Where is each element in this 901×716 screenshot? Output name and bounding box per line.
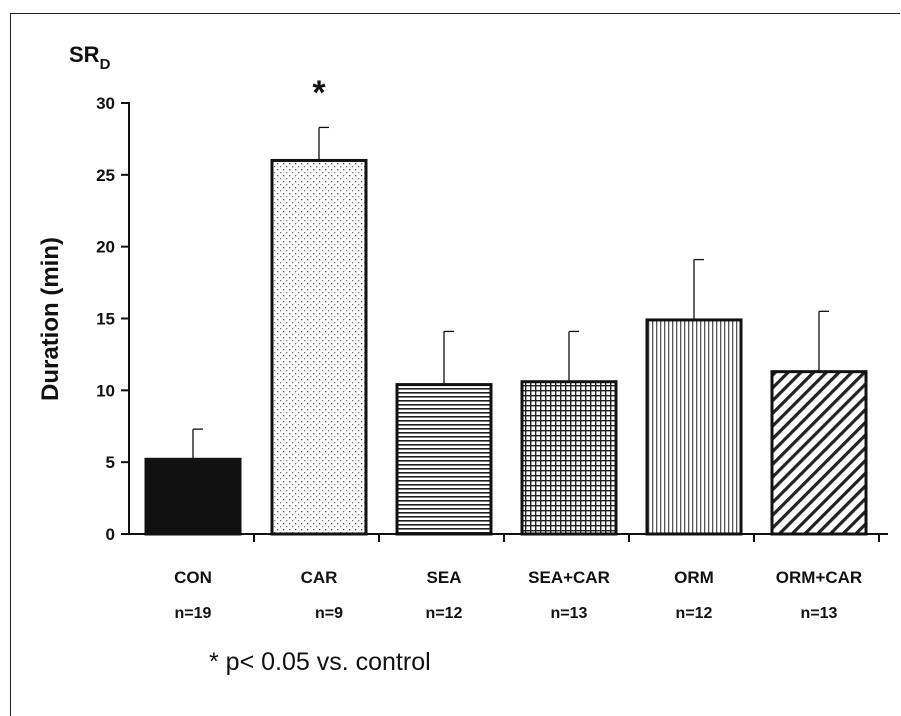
y-tick-label: 0 — [106, 525, 115, 544]
y-tick-label: 10 — [96, 381, 115, 400]
x-category-label: SEA+CAR — [528, 568, 610, 587]
bars — [144, 158, 868, 536]
x-category-label: CON — [174, 568, 212, 587]
significance-asterisk: * — [312, 74, 326, 112]
y-tick-label: 5 — [106, 453, 115, 472]
sample-size-label: n=9 — [315, 605, 343, 622]
bar-orm — [645, 318, 743, 536]
sample-size-label: n=12 — [676, 605, 713, 622]
figure-frame — [10, 13, 900, 716]
footnote: * p< 0.05 vs. control — [209, 648, 431, 676]
x-category-label: ORM — [674, 568, 714, 587]
x-category-label: CAR — [301, 568, 338, 587]
axes — [121, 102, 888, 542]
error-bars — [192, 126, 829, 460]
bar-sea-car — [520, 380, 618, 536]
sample-size-label: n=12 — [426, 605, 463, 622]
chart-title-subscript: D — [100, 56, 111, 73]
significance-markers: * — [312, 74, 326, 112]
bar-car — [270, 158, 368, 536]
y-tick-label: 20 — [96, 238, 115, 257]
y-tick-label: 30 — [96, 94, 115, 113]
sample-size-label: n=13 — [551, 605, 588, 622]
y-tick-labels: 0 5 10 15 20 25 30 — [96, 94, 115, 544]
x-category-label: ORM+CAR — [776, 568, 862, 587]
bar-orm-car — [770, 370, 868, 536]
y-axis-label: Duration (min) — [37, 237, 64, 401]
y-tick-label: 25 — [96, 166, 115, 185]
bar-con — [144, 457, 242, 536]
chart-title: SRD — [69, 42, 111, 73]
y-tick-label: 15 — [96, 310, 115, 329]
bar-sea — [395, 383, 493, 536]
sample-size-label: n=13 — [801, 605, 838, 622]
x-category-label: SEA — [427, 568, 462, 587]
sample-size-label: n=19 — [175, 605, 212, 622]
chart-title-main: SR — [69, 42, 100, 67]
x-tick-labels: CON n=19 CAR n=9 SEA n=12 SEA+CAR n=13 ORM n=12 OR… — [174, 568, 862, 622]
